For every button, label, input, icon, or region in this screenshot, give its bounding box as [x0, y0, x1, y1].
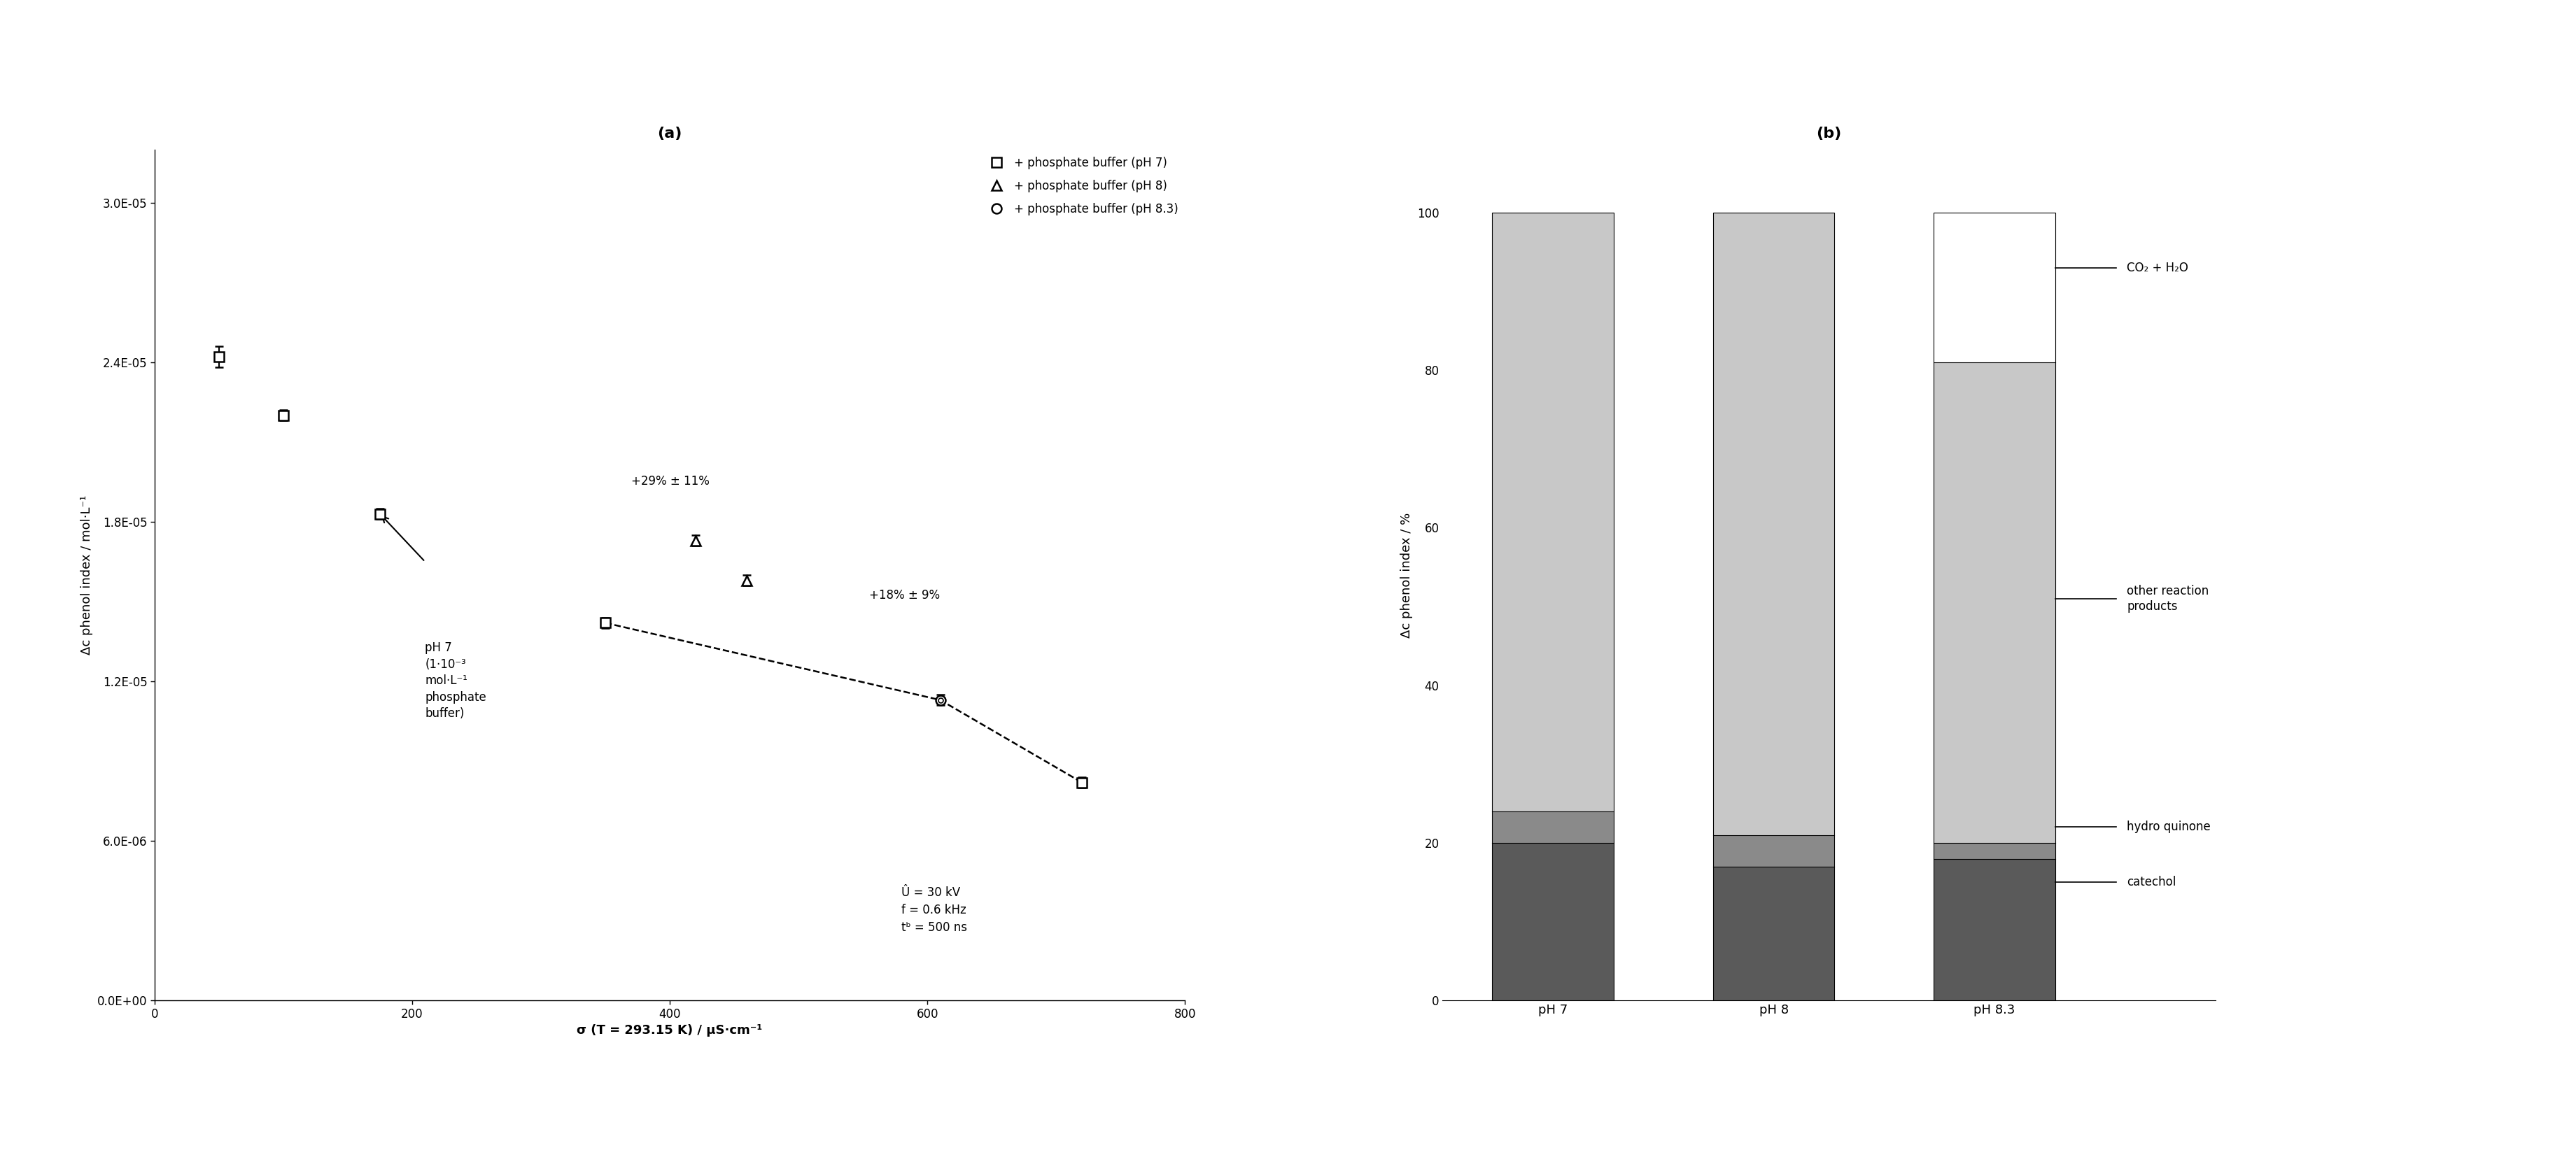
- Text: pH 7
(1·10⁻³
mol·L⁻¹
phosphate
buffer): pH 7 (1·10⁻³ mol·L⁻¹ phosphate buffer): [425, 642, 487, 720]
- Bar: [1492, 843, 1613, 1000]
- Text: catechol: catechol: [2128, 876, 2177, 889]
- Bar: [1492, 213, 1613, 1001]
- X-axis label: σ (T = 293.15 K) / μS·cm⁻¹: σ (T = 293.15 K) / μS·cm⁻¹: [577, 1025, 762, 1037]
- Bar: [1935, 843, 2056, 859]
- Bar: [1492, 812, 1613, 843]
- Bar: [1492, 213, 1613, 812]
- Text: CO₂ + H₂O: CO₂ + H₂O: [2128, 261, 2190, 274]
- Y-axis label: Δc phenol index / %: Δc phenol index / %: [1401, 512, 1414, 638]
- Bar: [1713, 213, 1834, 835]
- Bar: [1935, 362, 2056, 843]
- Text: Û = 30 kV
f = 0.6 kHz
tᵇ = 500 ns: Û = 30 kV f = 0.6 kHz tᵇ = 500 ns: [902, 887, 969, 934]
- Bar: [1713, 867, 1834, 1000]
- Bar: [1935, 859, 2056, 1000]
- Y-axis label: Δc phenol index / mol·L⁻¹: Δc phenol index / mol·L⁻¹: [80, 496, 93, 654]
- Text: other reaction
products: other reaction products: [2128, 584, 2210, 613]
- Text: +29% ± 11%: +29% ± 11%: [631, 475, 708, 488]
- Text: +18% ± 9%: +18% ± 9%: [871, 589, 940, 601]
- Title: (a): (a): [657, 126, 683, 140]
- Bar: [1935, 213, 2056, 362]
- Legend: + phosphate buffer (pH 7), + phosphate buffer (pH 8), + phosphate buffer (pH 8.3: + phosphate buffer (pH 7), + phosphate b…: [979, 152, 1182, 220]
- Bar: [1713, 213, 1834, 1001]
- Bar: [1713, 835, 1834, 867]
- Title: (b): (b): [1816, 126, 1842, 140]
- Text: hydro quinone: hydro quinone: [2128, 821, 2210, 834]
- Bar: [1935, 213, 2056, 1001]
